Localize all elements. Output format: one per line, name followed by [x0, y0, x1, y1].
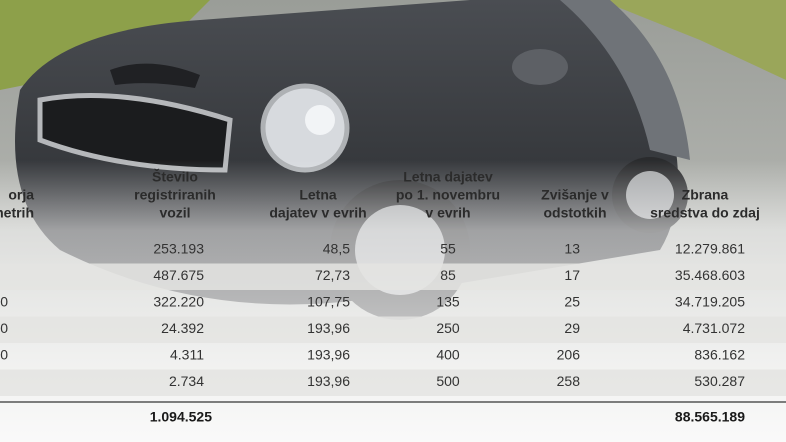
cell: 24.392: [161, 320, 204, 336]
cell: 322.220: [153, 294, 204, 310]
cell: 2.734: [169, 373, 204, 389]
column-header: dajatev v evrih: [269, 205, 366, 221]
cell: 55: [440, 241, 456, 257]
cell: 193,96: [307, 373, 350, 389]
cell: 253.193: [153, 241, 204, 257]
column-header: Letna dajatev: [403, 169, 493, 185]
cell: 4.311: [170, 347, 204, 363]
cell: 836.162: [694, 347, 745, 363]
cell: 530.287: [694, 373, 745, 389]
row-band: [0, 263, 786, 290]
column-header: Letna: [299, 187, 337, 203]
column-header: v evrih: [425, 205, 470, 221]
total: 1.094.525: [150, 409, 212, 425]
cell: 48,5: [323, 241, 350, 257]
column-header: registriranih: [134, 187, 216, 203]
column-header: vozil: [159, 205, 190, 221]
table: orja metrih Število registriranih vozil Letna…: [0, 168, 760, 425]
cell: 193,96: [307, 347, 350, 363]
column-header: Zbrana: [682, 187, 729, 203]
row-band: [0, 369, 786, 396]
cell: 13: [564, 241, 580, 257]
cell: 135: [436, 294, 460, 310]
cell: 35.468.603: [675, 267, 745, 283]
total: 88.565.189: [675, 409, 745, 425]
cell: 193,96: [307, 320, 350, 336]
cell: 12.279.861: [675, 241, 745, 257]
row-bands: [0, 263, 786, 396]
cell: 72,73: [315, 267, 350, 283]
cell: 258: [557, 373, 581, 389]
row-label: 0: [0, 347, 8, 363]
cell: 17: [564, 267, 580, 283]
cell: 250: [436, 320, 460, 336]
row-label: 0: [0, 320, 8, 336]
header-fragment: orja: [8, 187, 34, 203]
cell: 85: [440, 267, 456, 283]
row-band: [0, 316, 786, 343]
column-header: Število: [152, 168, 198, 185]
column-header: odstotkih: [544, 205, 607, 221]
column-header: po 1. novembru: [396, 187, 500, 203]
header-fragment: metrih: [0, 205, 34, 221]
row-label: 0: [0, 294, 8, 310]
cell: 34.719.205: [675, 294, 745, 310]
cell: 4.731.072: [683, 320, 745, 336]
cell: 107,75: [307, 294, 350, 310]
cell: 487.675: [153, 267, 204, 283]
cell: 25: [564, 294, 580, 310]
column-header: sredstva do zdaj: [650, 205, 760, 221]
cell: 206: [557, 347, 581, 363]
cell: 500: [436, 373, 460, 389]
cell: 29: [564, 320, 580, 336]
cell: 400: [436, 347, 460, 363]
column-header: Zvišanje v: [541, 187, 609, 203]
